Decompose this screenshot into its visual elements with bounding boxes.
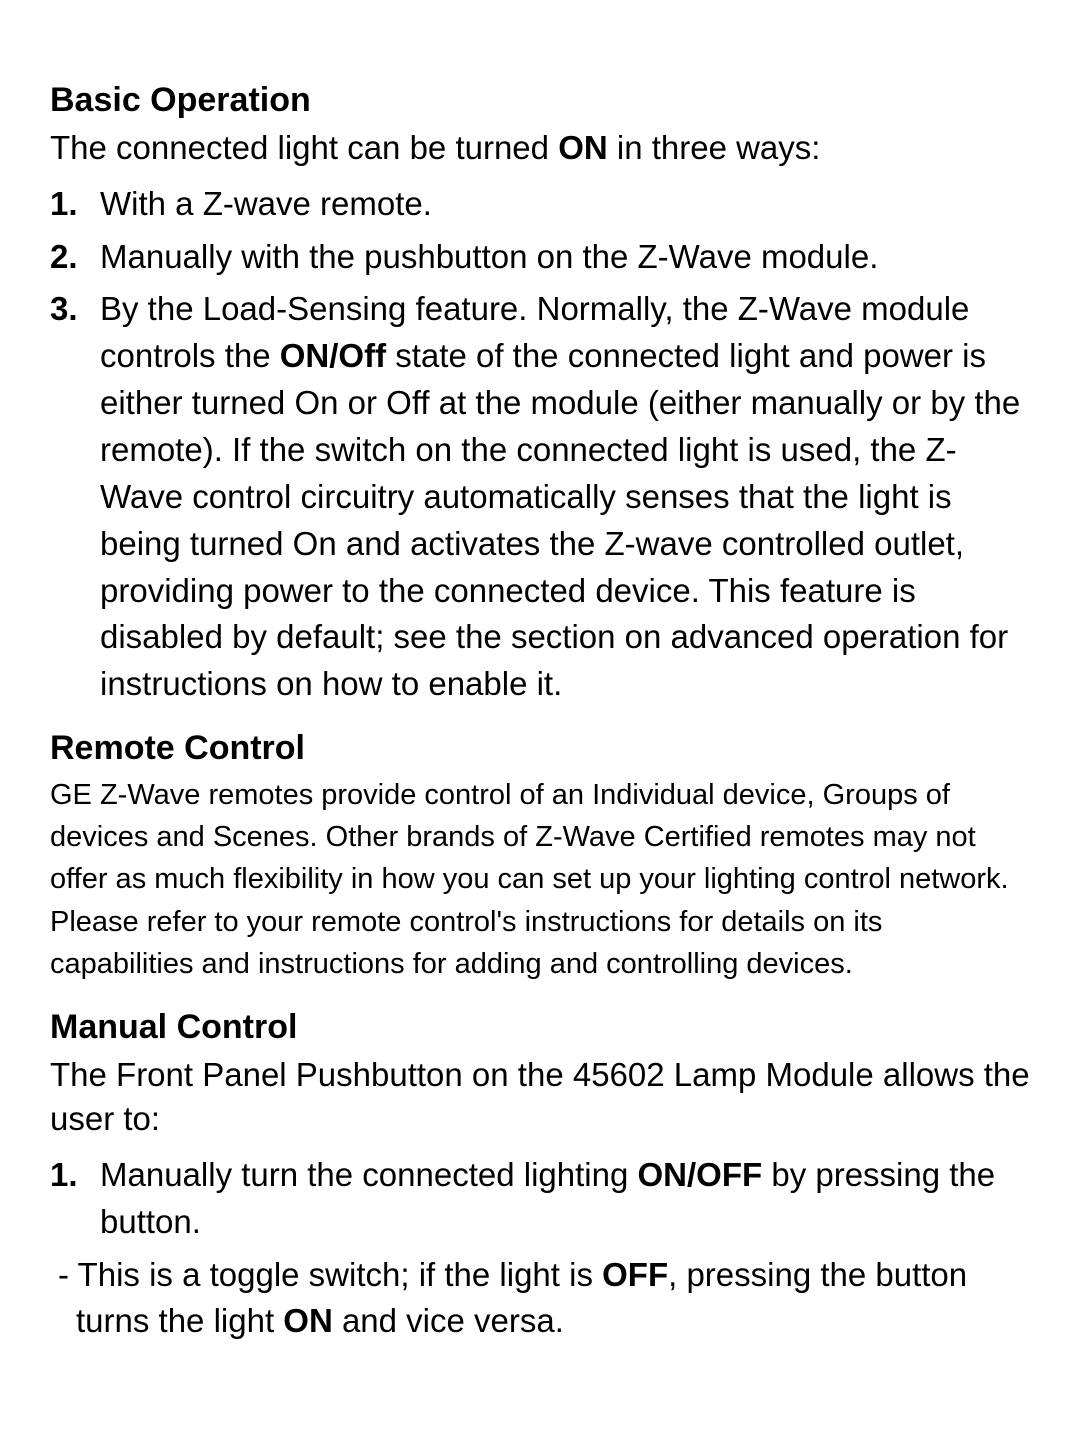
list-text: By the Load-Sensing feature. Normally, t… <box>100 286 1030 708</box>
list-text: Manually turn the connected lighting ON/… <box>100 1152 1030 1246</box>
heading-manual-control: Manual Control <box>50 1005 1030 1049</box>
body-remote-control: GE Z-Wave remotes provide control of an … <box>50 774 1030 984</box>
item3-bold: ON/Off <box>280 337 386 374</box>
list-number: 1. <box>50 181 100 228</box>
list-item: 2. Manually with the pushbutton on the Z… <box>50 234 1030 281</box>
item3-post: state of the connected light and power i… <box>100 337 1020 702</box>
list-basic-operation: 1. With a Z-wave remote. 2. Manually wit… <box>50 181 1030 708</box>
note-post: and vice versa. <box>333 1302 564 1339</box>
list-number: 1. <box>50 1152 100 1199</box>
intro-manual-control: The Front Panel Pushbutton on the 45602 … <box>50 1053 1030 1142</box>
section-basic-operation: Basic Operation The connected light can … <box>50 78 1030 708</box>
intro-post: in three ways: <box>608 129 821 166</box>
list-item: 3. By the Load-Sensing feature. Normally… <box>50 286 1030 708</box>
heading-remote-control: Remote Control <box>50 726 1030 770</box>
note-manual-control: - This is a toggle switch; if the light … <box>58 1252 1030 1346</box>
mc-item1-pre: Manually turn the connected lighting <box>100 1156 638 1193</box>
section-manual-control: Manual Control The Front Panel Pushbutto… <box>50 1005 1030 1346</box>
section-remote-control: Remote Control GE Z-Wave remotes provide… <box>50 726 1030 984</box>
list-text: With a Z-wave remote. <box>100 181 1030 228</box>
intro-bold: ON <box>558 129 608 166</box>
list-number: 2. <box>50 234 100 281</box>
mc-item1-bold: ON/OFF <box>638 1156 763 1193</box>
intro-basic-operation: The connected light can be turned ON in … <box>50 126 1030 171</box>
note-bold1: OFF <box>602 1256 668 1293</box>
note-bold2: ON <box>283 1302 333 1339</box>
list-item: 1. With a Z-wave remote. <box>50 181 1030 228</box>
list-manual-control: 1. Manually turn the connected lighting … <box>50 1152 1030 1246</box>
intro-pre: The connected light can be turned <box>50 129 558 166</box>
list-item: 1. Manually turn the connected lighting … <box>50 1152 1030 1246</box>
list-number: 3. <box>50 286 100 333</box>
heading-basic-operation: Basic Operation <box>50 78 1030 122</box>
list-text: Manually with the pushbutton on the Z-Wa… <box>100 234 1030 281</box>
note-pre: - This is a toggle switch; if the light … <box>58 1256 602 1293</box>
